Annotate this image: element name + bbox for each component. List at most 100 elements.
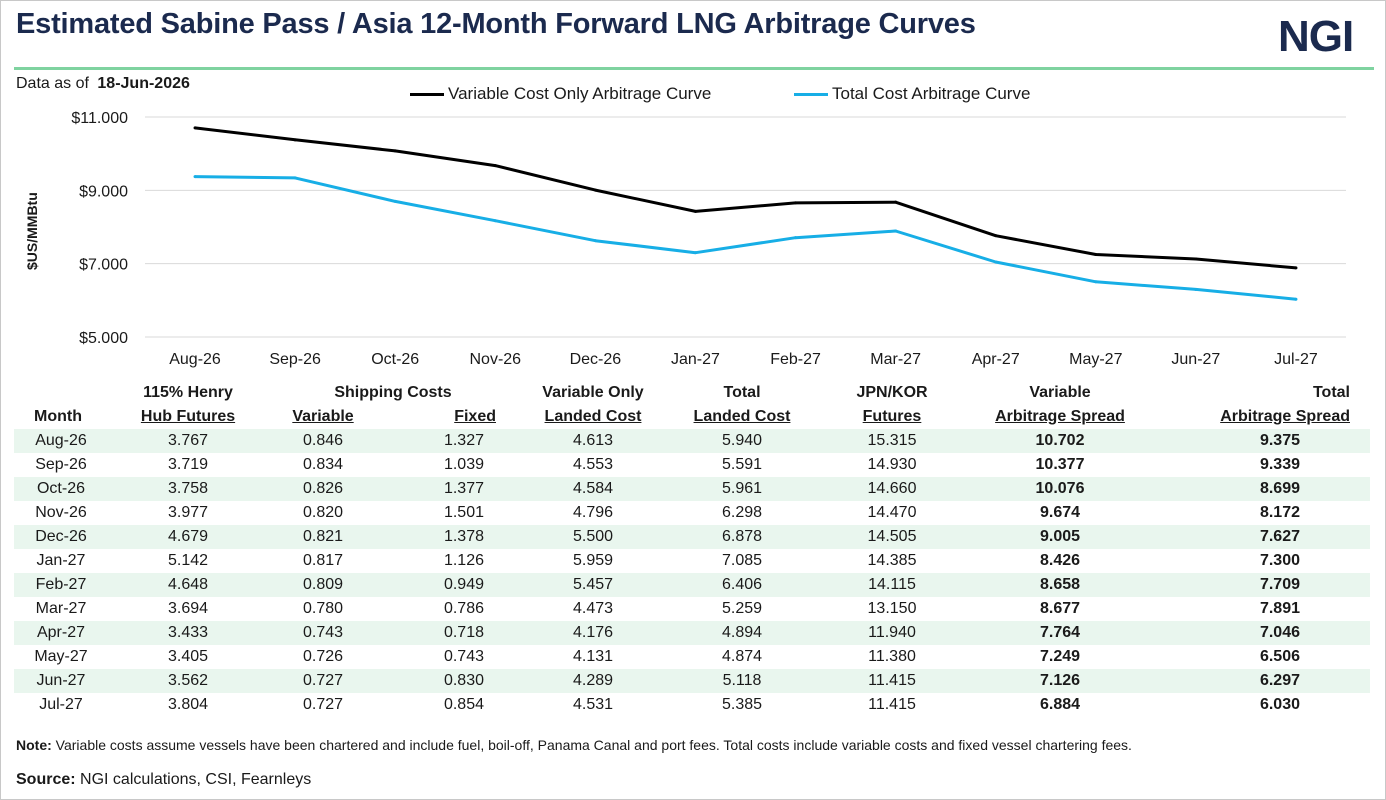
x-tick-label: Jun-27	[1171, 351, 1220, 368]
table-cell: 14.930	[867, 456, 917, 473]
y-tick-label: $5.000	[79, 330, 128, 347]
x-tick-label: Oct-26	[371, 351, 419, 368]
data-point	[894, 200, 898, 204]
header-vol-line2: Landed Cost	[544, 408, 642, 425]
table-cell: 6.506	[1259, 648, 1300, 665]
y-tick-label: $7.000	[79, 257, 128, 274]
x-tick-label: Sep-26	[269, 351, 321, 368]
table-cell: 4.796	[572, 504, 614, 521]
x-tick-label: Jul-27	[1274, 351, 1318, 368]
x-tick-label: May-27	[1069, 351, 1122, 368]
legend-item-variable: Variable Cost Only Arbitrage Curve	[410, 84, 711, 104]
table-row: Jan-27 5.142 0.817 1.126 5.959 7.085 14.385 8.4…	[14, 549, 1370, 573]
table-cell: 10.076	[1035, 480, 1085, 497]
table-cell: 7.126	[1039, 672, 1081, 689]
table-cell: 5.961	[721, 480, 763, 497]
table-row: Jul-27 3.804 0.727 0.854 4.531 5.385 11.415 6.8…	[14, 693, 1370, 717]
ngi-logo: NGI	[1278, 12, 1354, 61]
header-vas-line2: Arbitrage Spread	[995, 408, 1125, 425]
table-cell: Sep-26	[35, 456, 87, 473]
table-cell: 0.854	[443, 696, 484, 713]
source-text: NGI calculations, CSI, Fearnleys	[75, 771, 312, 788]
data-point	[994, 260, 998, 264]
table-cell: 7.764	[1039, 624, 1081, 641]
table-cell: 0.727	[302, 696, 344, 713]
table-cell: May-27	[34, 648, 88, 665]
table-cell: 3.562	[167, 672, 209, 689]
table-cell: 5.959	[572, 552, 614, 569]
x-tick-label: Aug-26	[169, 351, 221, 368]
table-cell: 0.949	[443, 576, 484, 593]
note-label: Note:	[16, 737, 52, 753]
arbitrage-table: 115% Henry Shipping Costs Variable Only …	[14, 381, 1370, 717]
table-cell: 7.249	[1039, 648, 1081, 665]
table-cell: 3.433	[167, 624, 209, 641]
table-cell: 4.531	[572, 696, 614, 713]
table-cell: 5.457	[572, 576, 614, 593]
table-cell: 0.830	[443, 672, 484, 689]
table-cell: Mar-27	[35, 600, 87, 617]
data-point	[794, 201, 798, 205]
header-tlc-line2: Landed Cost	[693, 408, 791, 425]
data-point	[493, 164, 497, 168]
data-point	[593, 188, 597, 192]
data-point	[1094, 280, 1098, 284]
table-cell: 7.709	[1259, 576, 1300, 593]
table-cell: 0.821	[302, 528, 344, 545]
table-cell: 1.377	[443, 480, 484, 497]
data-point	[293, 176, 297, 180]
header-vas-line1: Variable	[1029, 384, 1091, 401]
data-point	[894, 229, 898, 233]
table-cell: Apr-27	[36, 624, 86, 641]
y-tick-label: $11.000	[71, 110, 128, 127]
table-cell: 14.470	[867, 504, 917, 521]
source-label: Source:	[16, 771, 76, 788]
header-row-1: 115% Henry Shipping Costs Variable Only …	[14, 381, 1370, 405]
table-cell: 9.005	[1039, 528, 1081, 545]
table-cell: 5.591	[721, 456, 763, 473]
series-line-variable	[194, 126, 1297, 270]
table-cell: 3.977	[167, 504, 209, 521]
header-hh-line1: 115% Henry	[143, 384, 233, 401]
header-row-2: Month Hub Futures Variable Fixed Landed …	[14, 405, 1370, 429]
table-cell: 7.085	[721, 552, 763, 569]
data-point	[1194, 257, 1198, 261]
table-cell: 6.297	[1259, 672, 1300, 689]
table-cell: 7.046	[1259, 624, 1300, 641]
table-row: Nov-26 3.977 0.820 1.501 4.796 6.298 14.470 9.6…	[14, 501, 1370, 525]
table-cell: 8.172	[1259, 504, 1300, 521]
header-blank	[14, 381, 108, 405]
table-cell: 10.377	[1035, 456, 1085, 473]
data-point	[794, 236, 798, 240]
data-point	[994, 234, 998, 238]
table-row: Jun-27 3.562 0.727 0.830 4.289 5.118 11.415 7.1…	[14, 669, 1370, 693]
table-cell: 0.826	[302, 480, 344, 497]
table-cell: Jul-27	[39, 696, 83, 713]
table-cell: 0.809	[302, 576, 344, 593]
header-tas-line1: Total	[1312, 384, 1350, 401]
table-row: May-27 3.405 0.726 0.743 4.131 4.874 11.380 7.2…	[14, 645, 1370, 669]
table-cell: 3.758	[167, 480, 209, 497]
table-cell: 4.176	[572, 624, 614, 641]
table-cell: 3.767	[167, 432, 209, 449]
line-chart: $5.000 $7.000 $9.000 $11.000 Aug-26 Sep-26 Oct…	[71, 110, 1346, 368]
page-title: Estimated Sabine Pass / Asia 12-Month Fo…	[16, 8, 976, 40]
table-cell: 7.627	[1259, 528, 1300, 545]
table-row: Dec-26 4.679 0.821 1.378 5.500 6.878 14.505 9.0…	[14, 525, 1370, 549]
table-cell: 14.505	[867, 528, 917, 545]
table-cell: 9.339	[1259, 456, 1300, 473]
header-variable: Variable	[292, 408, 354, 425]
table-cell: Jan-27	[36, 552, 86, 569]
table-cell: 1.501	[443, 504, 484, 521]
table-cell: 4.613	[572, 432, 614, 449]
table-cell: 4.894	[721, 624, 763, 641]
table-cell: 14.115	[868, 576, 916, 593]
table-row: Aug-26 3.767 0.846 1.327 4.613 5.940 15.315 10.…	[14, 429, 1370, 453]
header-jk-line2: Futures	[862, 408, 922, 425]
data-point	[1194, 287, 1198, 291]
table-row: Oct-26 3.758 0.826 1.377 4.584 5.961 14.660 10.…	[14, 477, 1370, 501]
table-cell: 3.719	[167, 456, 209, 473]
table-cell: 6.406	[721, 576, 763, 593]
table-cell: 0.727	[302, 672, 344, 689]
x-tick-label: Feb-27	[770, 351, 821, 368]
